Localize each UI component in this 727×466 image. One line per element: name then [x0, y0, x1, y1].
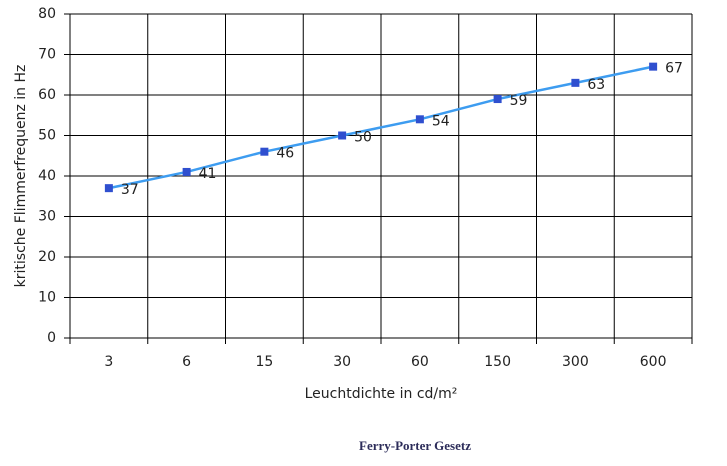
y-tick-label: 30 [38, 209, 56, 225]
x-tick-label: 300 [562, 354, 589, 370]
marker [493, 95, 502, 104]
x-tick-label: 30 [333, 354, 351, 370]
y-tick-label: 70 [38, 47, 56, 63]
x-tick-label: 6 [182, 354, 191, 370]
y-tick-label: 20 [38, 249, 56, 265]
x-tick-label: 60 [411, 354, 429, 370]
data-label: 41 [199, 166, 217, 182]
y-tick-label: 40 [38, 168, 56, 184]
y-tick-label: 10 [38, 290, 56, 306]
x-tick-label: 3 [104, 354, 113, 370]
x-tick-label: 600 [640, 354, 667, 370]
y-tick-label: 60 [38, 87, 56, 103]
caption: Ferry-Porter Gesetz [359, 438, 471, 453]
marker [338, 131, 347, 140]
x-axis-label: Leuchtdichte in cd/m² [305, 386, 458, 402]
marker [649, 62, 658, 71]
data-label: 50 [354, 130, 372, 146]
data-label: 59 [510, 93, 528, 109]
data-label: 63 [587, 77, 605, 93]
y-tick-label: 0 [47, 330, 56, 346]
y-axis-label: kritische Flimmerfrequenz in Hz [13, 65, 29, 288]
marker [260, 147, 269, 156]
data-label: 54 [432, 113, 450, 129]
marker [182, 167, 191, 176]
marker [104, 184, 113, 193]
marker [571, 78, 580, 87]
marker [415, 115, 424, 124]
y-tick-label: 80 [38, 6, 56, 22]
data-label: 46 [276, 146, 294, 162]
data-label: 37 [121, 182, 139, 198]
x-tick-label: 150 [484, 354, 511, 370]
data-line [108, 65, 654, 190]
data-label: 67 [665, 61, 683, 77]
y-tick-label: 50 [38, 128, 56, 144]
x-tick-label: 15 [255, 354, 273, 370]
